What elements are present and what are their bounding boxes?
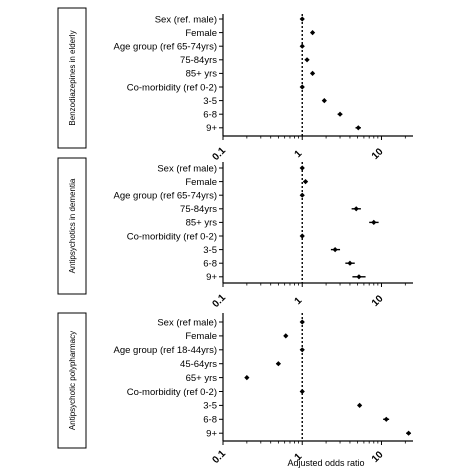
panels-group: Benzodiazepines in elderly 0.1 1 10 Sex (ref… [57,7,413,466]
x-tick-label: 10 [370,293,386,309]
odds-ratio-point [244,375,250,381]
row-label: Age group (ref 18-44yrs) [114,345,218,356]
panel-title: Benzodiazepines in elderly [68,30,77,125]
row-label: Co-morbidity (ref 0-2) [127,82,217,93]
odds-ratio-point [309,30,316,36]
row-label: Co-morbidity (ref 0-2) [127,231,217,242]
odds-ratio-point [355,125,361,131]
odds-ratio-point [299,84,305,90]
x-tick-label: 1 [293,148,305,160]
x-tick-label: 0.1 [210,448,228,466]
row-label: 75-84yrs [180,55,217,66]
odds-ratio-point [357,402,363,408]
row-label: 9+ [206,272,217,283]
row-label: 3-5 [203,96,217,107]
odds-ratio-point [304,57,310,63]
row-label: Sex (ref male) [157,317,217,328]
odds-ratio-point [383,416,389,422]
row-label: Sex (ref male) [157,163,217,174]
odds-ratio-point [299,165,305,171]
panel-title: Antipsychotics in dementia [68,178,77,273]
row-label: 3-5 [203,401,217,412]
odds-ratio-point [299,16,305,22]
x-axis-label: Adjusted odds ratio [287,458,364,468]
odds-ratio-point [371,219,377,225]
row-label: 9+ [206,123,217,134]
odds-ratio-point [406,430,412,436]
row-label: 3-5 [203,245,217,256]
row-label: 45-64yrs [180,359,217,370]
odds-ratio-point [356,274,362,280]
row-label: Female [185,28,217,39]
row-label: Female [185,177,217,188]
odds-ratio-point [283,333,289,339]
row-label: 6-8 [203,415,217,426]
row-label: 6-8 [203,259,217,270]
odds-ratio-point [302,179,309,185]
row-label: Sex (ref. male) [155,14,217,25]
odds-ratio-point [337,111,343,117]
row-label: Age group (ref 65-74yrs) [114,191,218,202]
x-tick-label: 1 [293,295,305,307]
x-tick-label: 10 [370,146,386,162]
x-tick-label: 10 [370,449,386,465]
row-label: Co-morbidity (ref 0-2) [127,387,217,398]
row-label: 6-8 [203,110,217,121]
row-label: 9+ [206,429,217,440]
odds-ratio-point [299,388,305,395]
panel-title-box [57,7,87,149]
odds-ratio-point [332,247,338,253]
row-label: 85+ yrs [186,69,218,80]
panel-title-box [57,157,87,295]
row-label: Age group (ref 65-74yrs) [114,42,218,53]
odds-ratio-point [309,70,316,76]
row-label: 85+ yrs [186,218,218,229]
forest-panel-2: Antipsychotics in dementia 0.1 1 10 Sex (ref… [57,157,413,310]
odds-ratio-point [299,233,305,239]
odds-ratio-point [321,98,327,104]
panel-title: Antipsychotic polypharmacy [68,331,77,430]
row-label: 65+ yrs [186,373,218,384]
odds-ratio-point [275,361,281,367]
odds-ratio-point [299,319,305,325]
odds-ratio-point [299,347,305,353]
forest-panel-1: Benzodiazepines in elderly 0.1 1 10 Sex (ref… [57,7,413,163]
row-label: Female [185,331,217,342]
odds-ratio-point [299,43,305,49]
x-tick-label: 0.1 [210,292,228,310]
panel-title-box [57,312,87,449]
row-label: 75-84yrs [180,204,217,215]
odds-ratio-point [353,206,359,212]
x-tick-label: 0.1 [210,145,228,163]
odds-ratio-point [347,260,353,266]
odds-ratio-point [299,192,305,198]
